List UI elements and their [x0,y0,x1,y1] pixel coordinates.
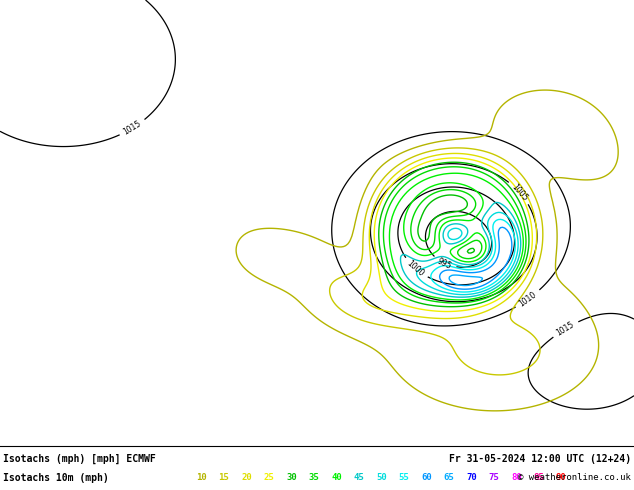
Text: Isotachs 10m (mph): Isotachs 10m (mph) [3,473,109,483]
Text: 65: 65 [444,473,454,482]
Text: 25: 25 [264,473,275,482]
Text: 10: 10 [196,473,207,482]
Text: Fr 31-05-2024 12:00 UTC (12+24): Fr 31-05-2024 12:00 UTC (12+24) [449,454,631,464]
Text: 75: 75 [489,473,499,482]
Text: 995: 995 [436,256,453,270]
Text: 20: 20 [241,473,252,482]
Text: 1015: 1015 [122,119,143,137]
Text: 1000: 1000 [405,259,426,278]
Text: 70: 70 [466,473,477,482]
Text: 1010: 1010 [517,290,538,308]
Text: 30: 30 [286,473,297,482]
Text: 45: 45 [354,473,365,482]
Text: 15: 15 [219,473,230,482]
Text: 60: 60 [421,473,432,482]
Text: 85: 85 [533,473,544,482]
Text: 50: 50 [376,473,387,482]
Text: 55: 55 [399,473,410,482]
Text: © weatheronline.co.uk: © weatheronline.co.uk [518,473,631,482]
Text: Isotachs (mph) [mph] ECMWF: Isotachs (mph) [mph] ECMWF [3,454,156,464]
Text: 40: 40 [331,473,342,482]
Text: 1015: 1015 [555,320,576,338]
Text: 35: 35 [309,473,320,482]
Text: 90: 90 [556,473,567,482]
Text: 80: 80 [511,473,522,482]
Text: 1005: 1005 [510,182,529,203]
